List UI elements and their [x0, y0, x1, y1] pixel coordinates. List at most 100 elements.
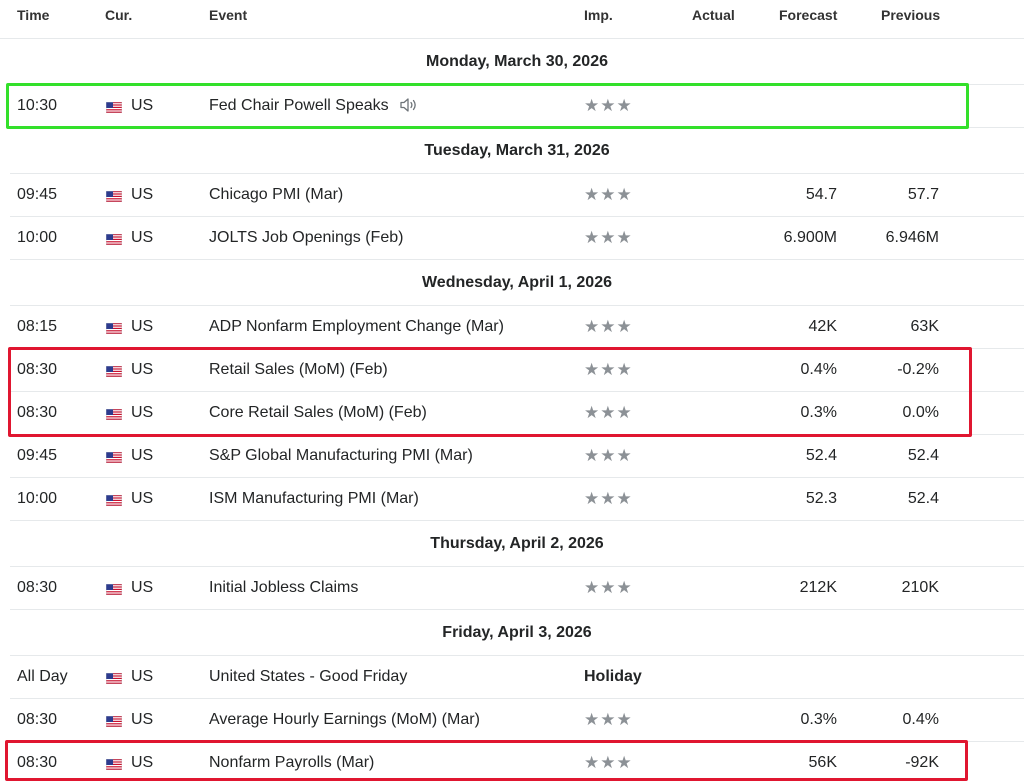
event-cell[interactable]: Core Retail Sales (MoM) (Feb) [209, 392, 427, 434]
event-name[interactable]: Initial Jobless Claims [209, 579, 359, 596]
event-row[interactable]: 08:30 US Initial Jobless Claims ★★★ 212K 210K [10, 567, 1024, 610]
us-flag-icon [105, 582, 123, 596]
event-cell[interactable]: ISM Manufacturing PMI (Mar) [209, 478, 419, 520]
event-row[interactable]: 10:00 US JOLTS Job Openings (Feb) ★★★ 6.900M… [10, 217, 1024, 260]
event-time: 10:30 [17, 97, 58, 114]
event-currency: US [131, 490, 154, 507]
day-header: Thursday, April 2, 2026 [10, 521, 1024, 567]
day-header: Friday, April 3, 2026 [10, 610, 1024, 656]
header-previous[interactable]: Previous [881, 7, 941, 23]
event-cell[interactable]: Average Hourly Earnings (MoM) (Mar) [209, 699, 480, 741]
header-importance[interactable]: Imp. [584, 7, 613, 23]
event-currency: US [131, 579, 154, 596]
importance-stars: ★★★ [584, 435, 633, 478]
event-row[interactable]: 08:30 US Core Retail Sales (MoM) (Feb) ★★★ 0… [10, 392, 1024, 435]
header-time[interactable]: Time [17, 7, 50, 23]
header-event[interactable]: Event [209, 7, 248, 23]
star-icons: ★★★ [584, 489, 633, 508]
importance-stars: ★★★ [584, 85, 633, 128]
us-flag-icon [105, 757, 123, 771]
event-forecast: 212K [799, 579, 837, 596]
event-cell[interactable]: United States - Good Friday [209, 656, 407, 698]
event-name[interactable]: JOLTS Job Openings (Feb) [209, 229, 404, 246]
event-cell[interactable]: JOLTS Job Openings (Feb) [209, 217, 403, 259]
event-row[interactable]: 08:30 US Average Hourly Earnings (MoM) (Ma… [10, 699, 1024, 742]
star-icons: ★★★ [584, 446, 633, 465]
event-name[interactable]: ISM Manufacturing PMI (Mar) [209, 490, 419, 507]
importance-stars: ★★★ [584, 306, 633, 349]
event-name[interactable]: Retail Sales (MoM) (Feb) [209, 361, 388, 378]
event-time: 08:30 [17, 711, 58, 728]
event-time: 08:30 [17, 404, 58, 421]
event-row[interactable]: 08:30 US Nonfarm Payrolls (Mar) ★★★ 56K -92K [10, 742, 1024, 783]
event-forecast: 52.4 [805, 447, 837, 464]
event-time: 10:00 [17, 229, 58, 246]
event-row[interactable]: 10:30 US Fed Chair Powell Speaks ★★★ [10, 85, 1024, 128]
star-icons: ★★★ [584, 360, 633, 379]
event-cell[interactable]: S&P Global Manufacturing PMI (Mar) [209, 435, 473, 477]
event-name[interactable]: S&P Global Manufacturing PMI (Mar) [209, 447, 473, 464]
event-forecast: 42K [808, 318, 837, 335]
us-flag-icon [105, 671, 123, 685]
event-time: 08:15 [17, 318, 58, 335]
us-flag-icon [105, 450, 123, 464]
event-name[interactable]: Core Retail Sales (MoM) (Feb) [209, 404, 427, 421]
event-previous: 63K [910, 318, 939, 335]
event-currency: US [131, 668, 154, 685]
event-time: 08:30 [17, 361, 58, 378]
event-cell[interactable]: Chicago PMI (Mar) [209, 174, 343, 216]
event-row[interactable]: 09:45 US S&P Global Manufacturing PMI (Mar… [10, 435, 1024, 478]
event-name[interactable]: United States - Good Friday [209, 668, 408, 685]
event-name[interactable]: ADP Nonfarm Employment Change (Mar) [209, 318, 504, 335]
event-name[interactable]: Fed Chair Powell Speaks [209, 97, 389, 114]
star-icons: ★★★ [584, 710, 633, 729]
event-name[interactable]: Average Hourly Earnings (MoM) (Mar) [209, 711, 480, 728]
event-name[interactable]: Nonfarm Payrolls (Mar) [209, 754, 375, 771]
us-flag-icon [105, 493, 123, 507]
us-flag-icon [105, 189, 123, 203]
event-forecast: 0.3% [800, 404, 837, 421]
event-time: 10:00 [17, 490, 58, 507]
star-icons: ★★★ [584, 96, 633, 115]
header-forecast[interactable]: Forecast [779, 7, 838, 23]
event-previous: 57.7 [907, 186, 939, 203]
event-row[interactable]: All Day US United States - Good Friday Holi… [10, 656, 1024, 699]
event-cell[interactable]: Fed Chair Powell Speaks [209, 85, 419, 130]
us-flag-icon [105, 232, 123, 246]
event-row[interactable]: 08:15 US ADP Nonfarm Employment Change (Ma… [10, 306, 1024, 349]
event-forecast: 54.7 [805, 186, 837, 203]
us-flag-icon [105, 714, 123, 728]
event-cell[interactable]: Nonfarm Payrolls (Mar) [209, 742, 374, 783]
day-header: Monday, March 30, 2026 [10, 39, 1024, 85]
event-previous: 0.0% [902, 404, 939, 421]
event-time: 09:45 [17, 186, 58, 203]
event-previous: -0.2% [897, 361, 939, 378]
header-actual[interactable]: Actual [692, 7, 735, 23]
event-forecast: 0.3% [800, 711, 837, 728]
event-forecast: 56K [808, 754, 837, 771]
us-flag-icon [105, 407, 123, 421]
event-row[interactable]: 08:30 US Retail Sales (MoM) (Feb) ★★★ 0.4% -0… [10, 349, 1024, 392]
event-previous: 6.946M [885, 229, 939, 246]
event-currency: US [131, 447, 154, 464]
event-time: All Day [17, 668, 68, 685]
star-icons: ★★★ [584, 317, 633, 336]
header-currency[interactable]: Cur. [105, 7, 133, 23]
importance-stars: ★★★ [584, 392, 633, 435]
star-icons: ★★★ [584, 578, 633, 597]
event-row[interactable]: 10:00 US ISM Manufacturing PMI (Mar) ★★★ 52.… [10, 478, 1024, 521]
speaker-icon[interactable] [399, 88, 419, 130]
event-cell[interactable]: Initial Jobless Claims [209, 567, 358, 609]
event-cell[interactable]: ADP Nonfarm Employment Change (Mar) [209, 306, 504, 348]
day-header: Wednesday, April 1, 2026 [10, 260, 1024, 306]
event-name[interactable]: Chicago PMI (Mar) [209, 186, 344, 203]
event-previous: 210K [901, 579, 939, 596]
event-cell[interactable]: Retail Sales (MoM) (Feb) [209, 349, 388, 391]
event-row[interactable]: 09:45 US Chicago PMI (Mar) ★★★ 54.7 57.7 [10, 174, 1024, 217]
event-forecast: 6.900M [783, 229, 837, 246]
us-flag-icon [105, 321, 123, 335]
us-flag-icon [105, 364, 123, 378]
event-currency: US [131, 711, 154, 728]
importance-stars: ★★★ [584, 217, 633, 260]
star-icons: ★★★ [584, 228, 633, 247]
